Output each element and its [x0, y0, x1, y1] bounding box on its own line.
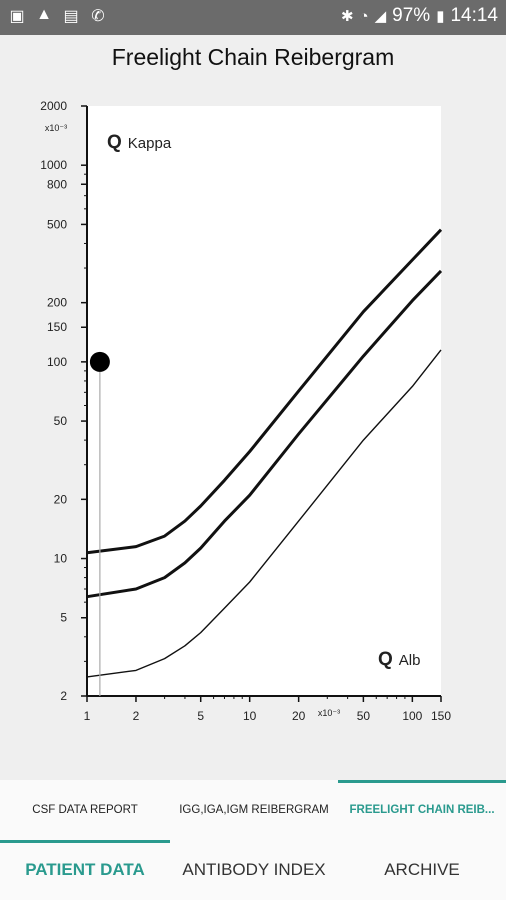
y-unit-label: x10⁻³: [45, 123, 67, 133]
y-tick-label: 2: [60, 689, 67, 703]
battery-icon: ▮: [436, 8, 445, 25]
x-tick-label: 20: [292, 709, 306, 723]
y-tick-label: 50: [54, 414, 68, 428]
x-tick-label: 5: [197, 709, 204, 723]
reibergram-chart: 2 5 10 20 50 100 150 200 500 800 1000 2000 1 2 5 10 20 50…: [40, 99, 451, 723]
y-tick-label: 1000: [40, 158, 67, 172]
warning-icon: ▲: [36, 6, 52, 23]
y-tick-label: 500: [47, 217, 67, 231]
main-tabs: PATIENT DATA ANTIBODY INDEX ARCHIVE: [0, 840, 506, 900]
tab-patient-data[interactable]: PATIENT DATA: [25, 860, 145, 879]
sim-icon: ▤: [63, 8, 79, 25]
x-tick-label: 50: [357, 709, 371, 723]
x-unit-label: x10⁻³: [318, 708, 340, 718]
series-line-1: [86, 269, 443, 599]
y-tick-label: 100: [47, 355, 67, 369]
tab-indicator: [0, 840, 170, 843]
gallery-icon: ▣: [9, 8, 25, 25]
y-tick-label: 200: [47, 296, 67, 310]
y-tick-label: 20: [54, 492, 68, 506]
bluetooth-icon: ✱: [340, 8, 354, 25]
tab-igg-iga-igm-reibergram[interactable]: IGG,IGA,IGM REIBERGRAM: [179, 804, 329, 816]
x-tick-label: 100: [402, 709, 422, 723]
tab-freelight-chain-reibergram[interactable]: FREELIGHT CHAIN REIB...: [349, 804, 495, 816]
y-tick-label: 150: [47, 320, 67, 334]
series-line-0: [86, 228, 443, 555]
tab-antibody-index[interactable]: ANTIBODY INDEX: [182, 860, 326, 879]
y-tick-label: 10: [54, 552, 68, 566]
report-tabs: CSF DATA REPORT IGG,IGA,IGM REIBERGRAM F…: [0, 780, 506, 840]
tab-archive[interactable]: ARCHIVE: [384, 860, 460, 879]
y-tick-label: 5: [60, 611, 67, 625]
series-line-2: [86, 349, 442, 678]
x-tick-label: 10: [243, 709, 257, 723]
page-title: Freelight Chain Reibergram: [111, 44, 395, 70]
y-axis-title: Q Kappa: [107, 132, 172, 153]
x-axis-title: Q Alb: [378, 649, 420, 670]
patient-marker: [89, 351, 110, 372]
clock: 14:14: [450, 5, 498, 26]
y-tick-label: 800: [47, 177, 67, 191]
wifi-icon: ◔: [359, 7, 369, 25]
x-tick-label: 150: [431, 709, 451, 723]
tab-indicator: [338, 780, 506, 783]
tab-csf-data-report[interactable]: CSF DATA REPORT: [32, 804, 138, 816]
missed-call-icon: ✆: [91, 8, 105, 25]
signal-icon: ◢: [374, 8, 387, 25]
x-tick-label: 1: [84, 709, 91, 723]
x-tick-label: 2: [133, 709, 140, 723]
status-bar: ▣ ▲ ▤ ✆ ✱ ◔ ◢ 97% ▮ 14:14: [0, 0, 506, 35]
battery-text: 97%: [392, 5, 431, 26]
y-tick-label: 2000: [40, 99, 67, 113]
plot-area: [87, 106, 441, 696]
